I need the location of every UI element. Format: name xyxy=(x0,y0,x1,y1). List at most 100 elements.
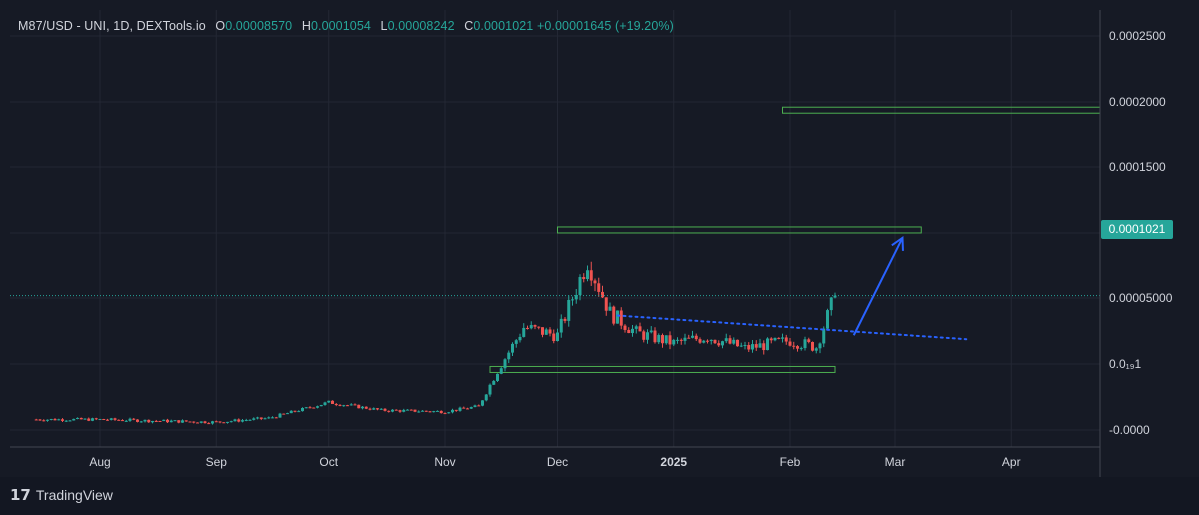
candle-body xyxy=(702,340,706,343)
candle-body xyxy=(668,335,672,345)
candle-body xyxy=(38,419,42,421)
candle-body xyxy=(293,410,297,412)
tradingview-brand-name: TradingView xyxy=(35,487,113,503)
candle-body xyxy=(72,418,76,421)
candle-body xyxy=(627,329,631,334)
candle-body xyxy=(833,295,837,298)
symbol-title[interactable]: M87/USD - UNI, 1D, DEXTools.io xyxy=(18,19,206,33)
candle-body xyxy=(49,418,53,420)
candle-body xyxy=(556,332,559,342)
candle-body xyxy=(758,343,762,348)
price-axis[interactable]: 0.0002500 0.0002000 0.0001500 0.00005000 0.0… xyxy=(1109,29,1173,437)
time-tick-label: Oct xyxy=(319,455,338,469)
candle-body xyxy=(751,344,754,350)
candle-body xyxy=(447,412,451,414)
time-tick-label: Feb xyxy=(780,455,801,469)
candle-body xyxy=(514,340,518,344)
candle-body xyxy=(537,326,541,328)
candle-body xyxy=(177,420,181,423)
candle-body xyxy=(533,325,537,327)
candle-body xyxy=(687,337,691,339)
candle-body xyxy=(792,345,796,347)
price-tick-label: 0.0002000 xyxy=(1109,95,1166,109)
candle-body xyxy=(661,335,664,344)
candle-body xyxy=(574,295,578,300)
candle-body xyxy=(334,404,338,406)
candle-body xyxy=(83,418,87,420)
grid-lines xyxy=(10,10,1100,447)
time-tick-label: Mar xyxy=(885,455,906,469)
candle-body xyxy=(488,384,492,395)
candle-body xyxy=(462,407,466,409)
candle-body xyxy=(271,417,274,419)
time-tick-label: 2025 xyxy=(660,455,687,469)
price-tick-label: 0.0002500 xyxy=(1109,29,1166,43)
candle-body xyxy=(582,277,586,280)
candle-body xyxy=(503,359,507,369)
candle-body xyxy=(631,328,634,334)
candle-body xyxy=(518,336,522,341)
breakout-arrow-head xyxy=(891,235,904,251)
candle-body xyxy=(428,411,432,413)
candle-body xyxy=(458,407,462,411)
candle-body xyxy=(319,404,323,407)
candle-body xyxy=(406,409,409,411)
footer-bar: 17 TradingView xyxy=(0,477,1199,515)
candle-body xyxy=(102,418,106,420)
candle-body xyxy=(593,280,597,284)
candle-body xyxy=(42,420,46,422)
candle-body xyxy=(196,422,199,424)
candle-body xyxy=(799,348,803,350)
candle-body xyxy=(87,418,91,421)
candle-body xyxy=(181,420,184,423)
candle-body xyxy=(214,421,218,423)
candle-body xyxy=(496,373,499,381)
candle-body xyxy=(717,343,721,346)
candle-body xyxy=(402,409,406,412)
candle-body xyxy=(297,411,301,413)
candles xyxy=(34,261,837,425)
candle-body xyxy=(721,341,724,346)
candle-body xyxy=(604,297,608,311)
close-label: C xyxy=(464,19,474,33)
open-label: O xyxy=(215,19,226,33)
candle-body xyxy=(481,400,484,406)
candle-body xyxy=(777,337,781,339)
candle-body xyxy=(548,329,552,334)
candle-body xyxy=(327,400,331,403)
time-axis[interactable]: Aug Sep Oct Nov Dec 2025 Feb Mar Apr xyxy=(89,455,1020,469)
candle-body xyxy=(357,404,361,409)
candle-body xyxy=(226,421,229,423)
tradingview-logo[interactable]: 17 TradingView xyxy=(10,486,113,504)
price-zone-box xyxy=(489,365,836,373)
candle-body xyxy=(766,338,769,351)
candle-body xyxy=(353,404,357,406)
candle-body xyxy=(769,338,773,341)
price-tick-label: 0.00005000 xyxy=(1109,291,1173,305)
price-tick-label: 0.0001500 xyxy=(1109,160,1166,174)
candle-body xyxy=(552,333,556,342)
candle-body xyxy=(417,411,421,413)
candle-body xyxy=(638,326,642,332)
candle-body xyxy=(173,420,177,422)
price-zone-box xyxy=(557,226,922,234)
candle-body xyxy=(642,331,646,340)
time-tick-label: Nov xyxy=(434,455,455,469)
candle-body xyxy=(409,409,413,411)
candle-body xyxy=(244,419,248,421)
candle-body xyxy=(597,283,601,292)
candle-body xyxy=(121,420,124,422)
candle-body xyxy=(248,419,252,421)
open-value: 0.00008570 xyxy=(225,19,293,33)
candle-body xyxy=(169,420,173,423)
candle-body xyxy=(728,338,732,344)
candle-body xyxy=(672,339,676,345)
candle-body xyxy=(106,419,109,421)
breakout-arrow-shaft xyxy=(852,237,904,336)
candle-body xyxy=(691,335,694,338)
candle-body xyxy=(754,344,758,348)
candle-body xyxy=(372,408,376,410)
candle-body xyxy=(492,380,496,385)
candle-body xyxy=(387,410,391,412)
